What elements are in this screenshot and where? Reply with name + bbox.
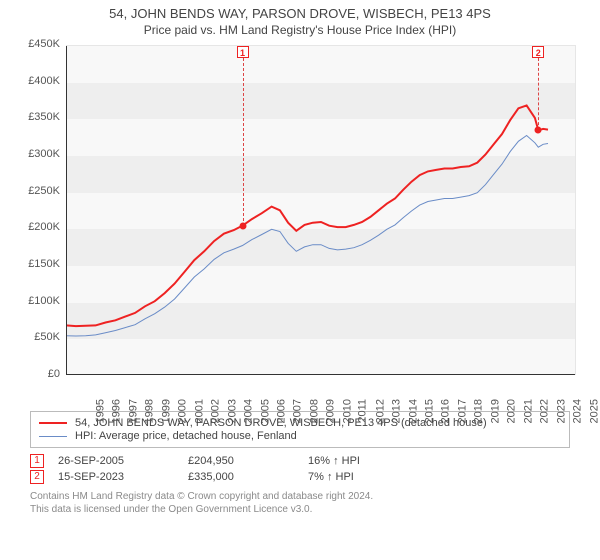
y-tick-label: £400K bbox=[20, 75, 60, 87]
legend-item: HPI: Average price, detached house, Fenl… bbox=[39, 430, 561, 442]
footer-line-2: This data is licensed under the Open Gov… bbox=[30, 503, 570, 516]
transaction-date: 15-SEP-2023 bbox=[58, 471, 188, 483]
x-tick-label: 1997 bbox=[127, 399, 139, 423]
transaction-row: 1 26-SEP-2005£204,95016% ↑ HPI bbox=[30, 454, 570, 468]
y-tick-label: £350K bbox=[20, 111, 60, 123]
footer: Contains HM Land Registry data © Crown c… bbox=[30, 490, 570, 516]
x-tick-label: 2015 bbox=[424, 399, 436, 423]
x-tick-label: 2012 bbox=[374, 399, 386, 423]
x-tick-label: 2016 bbox=[440, 399, 452, 423]
transaction-vs-hpi: 16% ↑ HPI bbox=[308, 455, 418, 467]
x-tick-label: 2004 bbox=[243, 399, 255, 423]
x-tick-label: 2009 bbox=[325, 399, 337, 423]
transaction-price: £204,950 bbox=[188, 455, 308, 467]
y-tick-label: £300K bbox=[20, 148, 60, 160]
x-tick-label: 1996 bbox=[111, 399, 123, 423]
x-tick-label: 2017 bbox=[456, 399, 468, 423]
x-tick-label: 2008 bbox=[308, 399, 320, 423]
x-tick-label: 2022 bbox=[539, 399, 551, 423]
y-tick-label: £100K bbox=[20, 295, 60, 307]
x-tick-label: 2002 bbox=[210, 399, 222, 423]
y-tick-label: £200K bbox=[20, 221, 60, 233]
y-tick-label: £250K bbox=[20, 185, 60, 197]
x-tick-label: 2014 bbox=[407, 399, 419, 423]
x-tick-label: 2013 bbox=[391, 399, 403, 423]
legend-label: HPI: Average price, detached house, Fenl… bbox=[75, 430, 297, 442]
series-svg bbox=[66, 46, 576, 376]
x-tick-label: 2011 bbox=[357, 399, 369, 423]
footer-line-1: Contains HM Land Registry data © Crown c… bbox=[30, 490, 570, 503]
x-tick-label: 2000 bbox=[177, 399, 189, 423]
legend-swatch bbox=[39, 422, 67, 424]
transaction-vs-hpi: 7% ↑ HPI bbox=[308, 471, 418, 483]
callout-line bbox=[243, 58, 244, 226]
chart-title: 54, JOHN BENDS WAY, PARSON DROVE, WISBEC… bbox=[0, 0, 600, 21]
transaction-date: 26-SEP-2005 bbox=[58, 455, 188, 467]
y-tick-label: £0 bbox=[20, 368, 60, 380]
chart-subtitle: Price paid vs. HM Land Registry's House … bbox=[0, 21, 600, 41]
callout-marker: 1 bbox=[237, 46, 249, 58]
x-tick-label: 2001 bbox=[193, 399, 205, 423]
x-tick-label: 2024 bbox=[572, 399, 584, 423]
x-tick-label: 2019 bbox=[489, 399, 501, 423]
x-tick-label: 2021 bbox=[522, 399, 534, 423]
legend-swatch bbox=[39, 436, 67, 437]
transaction-price: £335,000 bbox=[188, 471, 308, 483]
y-axis-line bbox=[66, 46, 67, 375]
x-tick-label: 2018 bbox=[473, 399, 485, 423]
callout-marker: 2 bbox=[532, 46, 544, 58]
x-tick-label: 2006 bbox=[275, 399, 287, 423]
price-point-marker bbox=[535, 127, 542, 134]
series-line bbox=[66, 136, 548, 337]
chart: £0 £50K £100K £150K £200K £250K £300K £350K £400… bbox=[20, 41, 580, 411]
series-line bbox=[66, 105, 548, 326]
x-tick-label: 1998 bbox=[144, 399, 156, 423]
x-tick-label: 2020 bbox=[506, 399, 518, 423]
x-tick-label: 2010 bbox=[341, 399, 353, 423]
transactions-table: 1 26-SEP-2005£204,95016% ↑ HPI 2 15-SEP-202… bbox=[30, 454, 570, 484]
plot-area: 12 bbox=[66, 45, 576, 375]
transaction-marker-ref: 2 bbox=[30, 470, 44, 484]
x-tick-label: 1999 bbox=[160, 399, 172, 423]
x-tick-label: 2005 bbox=[259, 399, 271, 423]
x-tick-label: 2003 bbox=[226, 399, 238, 423]
y-tick-label: £50K bbox=[20, 331, 60, 343]
y-tick-label: £450K bbox=[20, 38, 60, 50]
x-tick-label: 2007 bbox=[292, 399, 304, 423]
callout-line bbox=[538, 58, 539, 130]
x-tick-label: 2023 bbox=[555, 399, 567, 423]
transaction-marker-ref: 1 bbox=[30, 454, 44, 468]
x-tick-label: 1995 bbox=[94, 399, 106, 423]
y-tick-label: £150K bbox=[20, 258, 60, 270]
price-point-marker bbox=[239, 222, 246, 229]
x-tick-label: 2025 bbox=[588, 399, 600, 423]
transaction-row: 2 15-SEP-2023£335,0007% ↑ HPI bbox=[30, 470, 570, 484]
x-axis-line bbox=[66, 374, 575, 375]
